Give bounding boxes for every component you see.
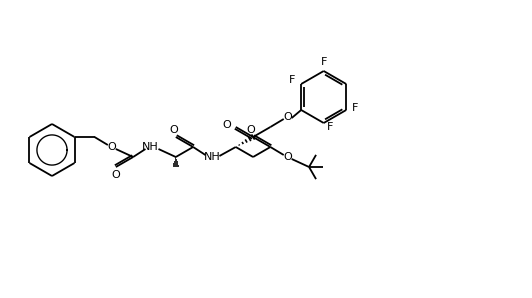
Text: F: F <box>320 57 327 67</box>
Text: O: O <box>222 120 231 130</box>
Text: O: O <box>112 170 120 180</box>
Text: F: F <box>289 75 295 85</box>
Text: NH: NH <box>204 152 221 162</box>
Text: F: F <box>352 103 359 113</box>
Text: O: O <box>169 125 178 135</box>
Text: O: O <box>247 125 255 135</box>
Text: NH: NH <box>142 142 159 152</box>
Text: O: O <box>284 112 292 122</box>
Text: O: O <box>107 142 116 152</box>
Text: O: O <box>284 152 292 162</box>
Text: F: F <box>327 122 333 133</box>
